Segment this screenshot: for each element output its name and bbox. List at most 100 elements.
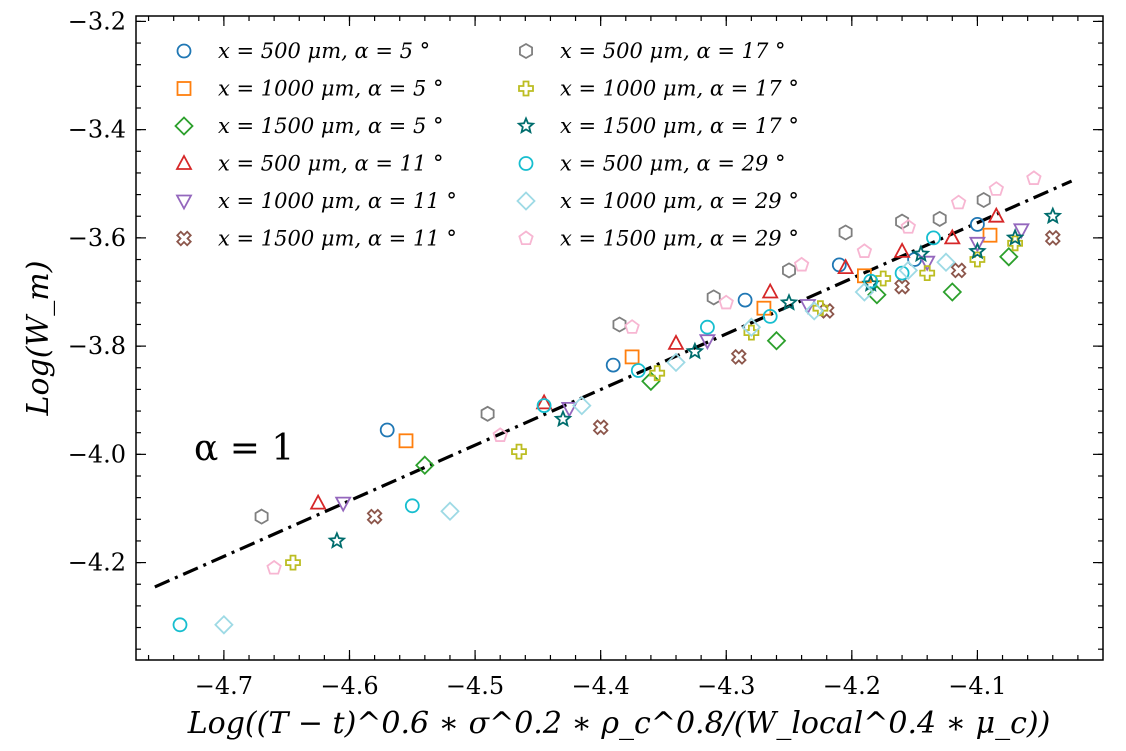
data-point-series-8 bbox=[685, 341, 705, 360]
data-point-series-9 bbox=[630, 363, 646, 378]
data-point-series-5 bbox=[366, 508, 383, 525]
legend-label-3: x = 500 μm, α = 11 ° bbox=[218, 152, 443, 176]
data-point-series-4 bbox=[968, 236, 986, 253]
data-point-series-11 bbox=[950, 194, 967, 210]
data-point-series-4 bbox=[1012, 223, 1030, 240]
data-point-series-4 bbox=[698, 334, 716, 351]
legend-label-1: x = 1000 μm, α = 5 ° bbox=[218, 77, 443, 101]
data-point-series-7 bbox=[919, 265, 936, 282]
data-point-series-2 bbox=[999, 247, 1019, 267]
data-point-series-9 bbox=[762, 308, 778, 324]
data-point-series-11 bbox=[492, 427, 508, 442]
data-point-series-7 bbox=[649, 365, 666, 382]
data-point-series-1 bbox=[624, 349, 640, 365]
legend-label-11: x = 1500 μm, α = 29 ° bbox=[560, 227, 799, 251]
data-point-series-6 bbox=[932, 210, 947, 227]
data-point-series-9 bbox=[863, 273, 879, 289]
legend-marker-3 bbox=[175, 154, 193, 170]
fit-line-group bbox=[154, 179, 1073, 589]
data-point-series-6 bbox=[254, 508, 269, 525]
legend-marker-2 bbox=[174, 116, 194, 136]
data-point-series-6 bbox=[612, 316, 627, 333]
data-point-series-6 bbox=[782, 262, 796, 279]
x-tick-label: −4.7 bbox=[195, 672, 253, 700]
data-point-series-1 bbox=[398, 433, 414, 449]
data-point-series-10 bbox=[898, 260, 919, 281]
data-point-series-11 bbox=[856, 243, 873, 258]
legend: x = 500 μm, α = 5 ° x = 1000 μm, α = 5 ° x… bbox=[174, 39, 799, 251]
data-point-series-7 bbox=[875, 270, 892, 287]
x-tick-label: −4.1 bbox=[948, 672, 1006, 700]
x-tick-label: −4.5 bbox=[446, 672, 504, 700]
data-point-series-6 bbox=[480, 405, 495, 422]
x-tick-label: −4.3 bbox=[697, 672, 755, 700]
legend-label-9: x = 500 μm, α = 29 ° bbox=[560, 152, 785, 176]
data-point-series-7 bbox=[743, 324, 760, 341]
data-point-series-9 bbox=[404, 498, 420, 514]
data-point-series-3 bbox=[667, 334, 685, 350]
legend-marker-5 bbox=[176, 230, 192, 247]
data-point-series-2 bbox=[415, 455, 435, 475]
data-point-series-8 bbox=[1005, 228, 1025, 246]
legend-label-2: x = 1500 μm, α = 5 ° bbox=[218, 114, 443, 138]
x-tick-label: −4.6 bbox=[320, 672, 378, 700]
legend-marker-11 bbox=[518, 230, 534, 246]
legend-marker-6 bbox=[519, 42, 533, 60]
data-point-series-2 bbox=[942, 282, 963, 302]
data-point-series-4 bbox=[799, 299, 817, 315]
legend-marker-9 bbox=[518, 156, 534, 171]
legend-label-5: x = 1500 μm, α = 11 ° bbox=[218, 227, 457, 251]
data-point-series-5 bbox=[894, 278, 911, 295]
data-point-series-10 bbox=[572, 395, 592, 416]
data-point-series-3 bbox=[837, 258, 855, 275]
data-point-series-11 bbox=[793, 256, 810, 272]
data-point-series-8 bbox=[553, 409, 573, 428]
y-axis-label: Log(W_m) bbox=[21, 261, 56, 417]
data-point-series-10 bbox=[440, 501, 460, 521]
data-point-series-4 bbox=[918, 255, 936, 272]
data-point-series-0 bbox=[605, 357, 621, 373]
axis-ticks bbox=[136, 16, 1103, 660]
data-point-series-8 bbox=[911, 244, 931, 263]
data-point-series-7 bbox=[1007, 235, 1023, 252]
y-tick-label: −3.4 bbox=[68, 116, 126, 144]
y-tick-label: −4.2 bbox=[68, 549, 126, 577]
fit-line bbox=[154, 179, 1073, 589]
data-point-series-7 bbox=[812, 300, 829, 317]
data-point-series-11 bbox=[900, 218, 917, 234]
legend-marker-4 bbox=[175, 194, 193, 211]
y-tick-label: −3.8 bbox=[68, 332, 126, 360]
legend-label-4: x = 1000 μm, α = 11 ° bbox=[218, 189, 457, 213]
annotation-alpha: α = 1 bbox=[194, 428, 294, 469]
data-point-series-11 bbox=[624, 319, 640, 334]
legend-marker-10 bbox=[516, 191, 536, 211]
data-point-series-2 bbox=[641, 371, 661, 392]
data-point-series-7 bbox=[511, 443, 527, 460]
data-point-series-0 bbox=[379, 422, 395, 438]
data-point-series-10 bbox=[936, 252, 956, 272]
data-point-series-8 bbox=[327, 531, 347, 549]
data-point-series-9 bbox=[700, 319, 715, 335]
data-point-series-6 bbox=[976, 191, 991, 209]
legend-label-7: x = 1000 μm, α = 17 ° bbox=[560, 77, 799, 101]
legend-label-8: x = 1500 μm, α = 17 ° bbox=[560, 114, 799, 138]
data-point-series-3 bbox=[309, 493, 327, 510]
data-point-series-9 bbox=[172, 617, 188, 633]
data-point-series-7 bbox=[285, 554, 301, 571]
data-point-series-2 bbox=[867, 284, 887, 305]
data-point-series-5 bbox=[1044, 229, 1061, 246]
data-point-series-1 bbox=[982, 227, 998, 243]
data-point-series-8 bbox=[779, 292, 799, 311]
legend-marker-0 bbox=[176, 43, 192, 59]
data-point-series-10 bbox=[666, 352, 686, 373]
data-point-series-5 bbox=[730, 348, 747, 365]
data-point-series-10 bbox=[741, 317, 762, 337]
legend-label-6: x = 500 μm, α = 17 ° bbox=[560, 39, 785, 63]
data-point-series-9 bbox=[894, 265, 910, 281]
data-point-series-3 bbox=[987, 206, 1005, 223]
data-point-series-6 bbox=[838, 224, 853, 241]
data-point-series-4 bbox=[334, 496, 352, 513]
data-point-series-10 bbox=[214, 615, 234, 635]
data-point-series-11 bbox=[1026, 170, 1042, 185]
